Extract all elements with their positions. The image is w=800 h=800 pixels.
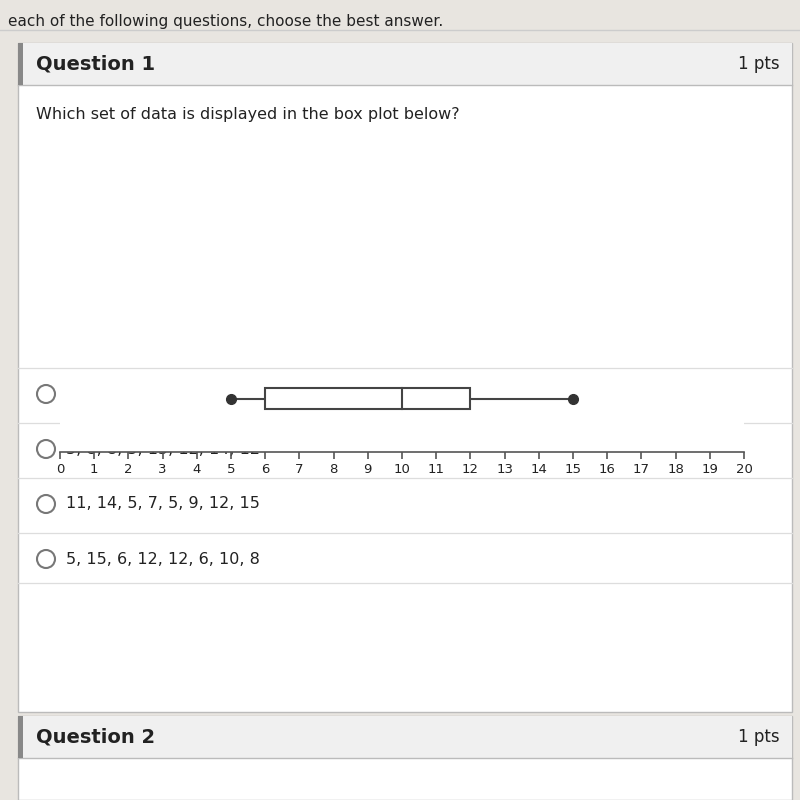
Bar [18,43,792,712]
Text: Which set of data is displayed in the box plot below?: Which set of data is displayed in the bo… [36,107,460,122]
Bar [18,716,792,758]
Text: 11, 14, 5, 7, 5, 9, 12, 15: 11, 14, 5, 7, 5, 9, 12, 15 [66,497,260,511]
Bar [18,716,23,758]
Bar [18,716,792,800]
Circle shape [37,385,55,403]
Bar [266,388,470,410]
Text: 5, 15, 6, 12, 12, 6, 10, 8: 5, 15, 6, 12, 12, 6, 10, 8 [66,551,260,566]
Text: 1 pts: 1 pts [738,728,780,746]
Text: 5, 8, 8, 5, 15, 12, 14, 12: 5, 8, 8, 5, 15, 12, 14, 12 [66,442,260,457]
Bar [18,43,23,85]
Circle shape [37,440,55,458]
Circle shape [37,550,55,568]
Text: Question 1: Question 1 [36,54,155,74]
Text: 15, 10, 6, 8, 5, 8, 10, 12: 15, 10, 6, 8, 5, 8, 10, 12 [66,386,260,402]
Circle shape [37,495,55,513]
Text: 1 pts: 1 pts [738,55,780,73]
Text: each of the following questions, choose the best answer.: each of the following questions, choose … [8,14,443,29]
Text: Question 2: Question 2 [36,727,155,746]
Bar [18,43,792,85]
